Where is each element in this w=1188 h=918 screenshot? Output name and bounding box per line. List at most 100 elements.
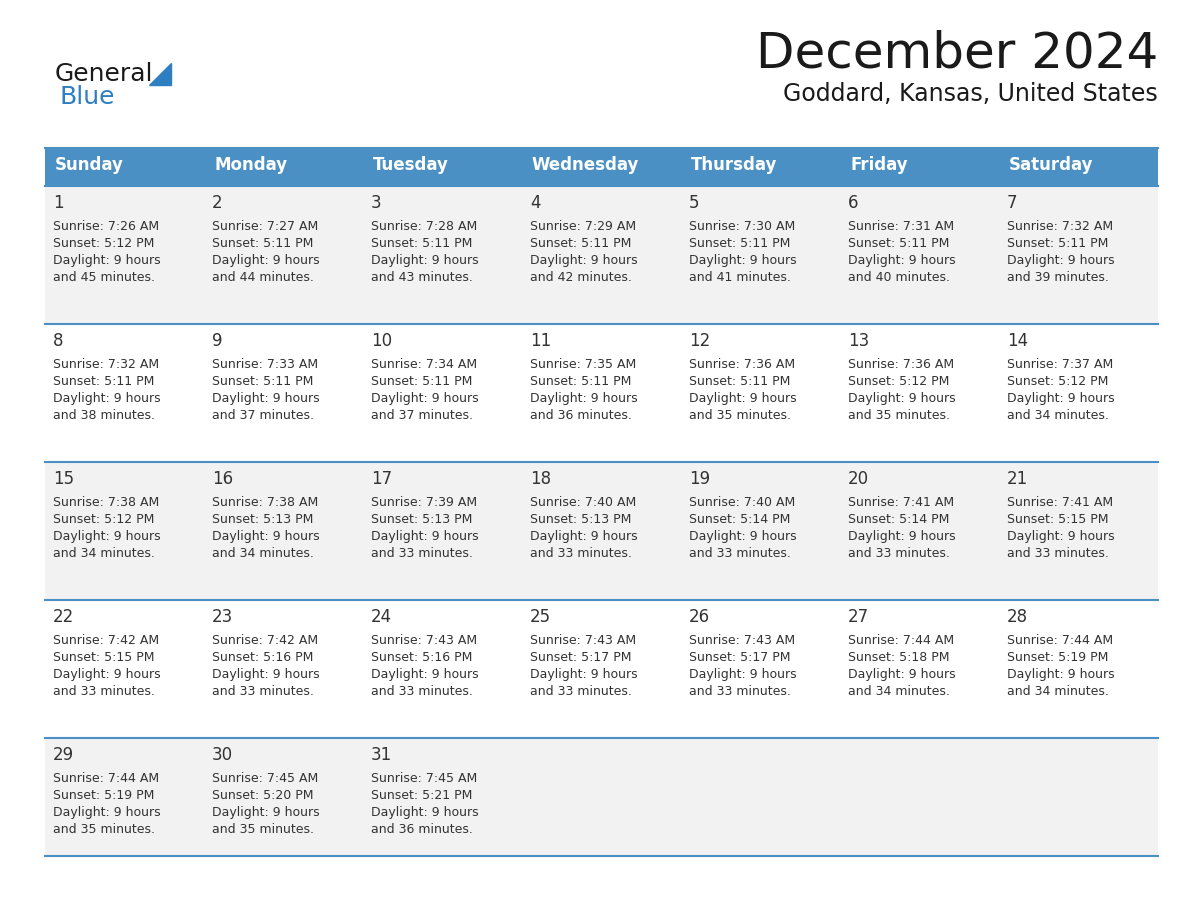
Text: Goddard, Kansas, United States: Goddard, Kansas, United States xyxy=(783,82,1158,106)
Text: Sunset: 5:11 PM: Sunset: 5:11 PM xyxy=(848,237,949,250)
Text: Sunrise: 7:32 AM: Sunrise: 7:32 AM xyxy=(53,358,159,371)
Text: Sunrise: 7:44 AM: Sunrise: 7:44 AM xyxy=(848,634,954,647)
Text: Daylight: 9 hours: Daylight: 9 hours xyxy=(371,806,479,819)
Text: Daylight: 9 hours: Daylight: 9 hours xyxy=(211,668,320,681)
Text: and 37 minutes.: and 37 minutes. xyxy=(371,409,473,422)
Text: Daylight: 9 hours: Daylight: 9 hours xyxy=(848,668,955,681)
Text: 26: 26 xyxy=(689,608,710,626)
Text: 6: 6 xyxy=(848,194,859,212)
Text: and 42 minutes.: and 42 minutes. xyxy=(530,271,632,284)
Text: Sunrise: 7:35 AM: Sunrise: 7:35 AM xyxy=(530,358,637,371)
Text: Daylight: 9 hours: Daylight: 9 hours xyxy=(848,254,955,267)
Text: Thursday: Thursday xyxy=(691,156,777,174)
Text: Sunset: 5:13 PM: Sunset: 5:13 PM xyxy=(530,513,631,526)
Text: Sunset: 5:14 PM: Sunset: 5:14 PM xyxy=(689,513,790,526)
Text: Sunset: 5:11 PM: Sunset: 5:11 PM xyxy=(211,237,314,250)
Text: Daylight: 9 hours: Daylight: 9 hours xyxy=(371,392,479,405)
Text: Sunset: 5:12 PM: Sunset: 5:12 PM xyxy=(53,237,154,250)
Text: General: General xyxy=(55,62,153,86)
Text: 31: 31 xyxy=(371,746,392,764)
Text: Sunset: 5:11 PM: Sunset: 5:11 PM xyxy=(530,237,631,250)
Text: Sunrise: 7:42 AM: Sunrise: 7:42 AM xyxy=(53,634,159,647)
Text: Sunset: 5:17 PM: Sunset: 5:17 PM xyxy=(689,651,790,664)
Text: Daylight: 9 hours: Daylight: 9 hours xyxy=(1007,392,1114,405)
Text: and 33 minutes.: and 33 minutes. xyxy=(371,685,473,698)
Text: 29: 29 xyxy=(53,746,74,764)
Text: and 34 minutes.: and 34 minutes. xyxy=(1007,409,1108,422)
Text: Sunrise: 7:31 AM: Sunrise: 7:31 AM xyxy=(848,220,954,233)
Text: Daylight: 9 hours: Daylight: 9 hours xyxy=(371,254,479,267)
Text: Sunset: 5:11 PM: Sunset: 5:11 PM xyxy=(689,237,790,250)
Text: Friday: Friday xyxy=(849,156,908,174)
Text: Sunrise: 7:39 AM: Sunrise: 7:39 AM xyxy=(371,496,478,509)
Text: 24: 24 xyxy=(371,608,392,626)
Text: 8: 8 xyxy=(53,332,63,350)
Text: Sunset: 5:13 PM: Sunset: 5:13 PM xyxy=(371,513,473,526)
Text: Sunrise: 7:43 AM: Sunrise: 7:43 AM xyxy=(530,634,636,647)
Text: and 34 minutes.: and 34 minutes. xyxy=(211,547,314,560)
Text: 17: 17 xyxy=(371,470,392,488)
Text: and 35 minutes.: and 35 minutes. xyxy=(53,823,154,836)
Text: Sunset: 5:11 PM: Sunset: 5:11 PM xyxy=(371,375,473,388)
Text: Sunrise: 7:34 AM: Sunrise: 7:34 AM xyxy=(371,358,478,371)
Text: Daylight: 9 hours: Daylight: 9 hours xyxy=(53,668,160,681)
Text: Sunrise: 7:45 AM: Sunrise: 7:45 AM xyxy=(211,772,318,785)
Text: Daylight: 9 hours: Daylight: 9 hours xyxy=(371,668,479,681)
Bar xyxy=(45,148,1158,186)
Text: Sunset: 5:12 PM: Sunset: 5:12 PM xyxy=(53,513,154,526)
Text: Sunset: 5:21 PM: Sunset: 5:21 PM xyxy=(371,789,473,802)
Text: 23: 23 xyxy=(211,608,233,626)
Text: Sunrise: 7:44 AM: Sunrise: 7:44 AM xyxy=(1007,634,1113,647)
Text: and 36 minutes.: and 36 minutes. xyxy=(371,823,473,836)
Text: 18: 18 xyxy=(530,470,551,488)
Text: Sunrise: 7:43 AM: Sunrise: 7:43 AM xyxy=(371,634,478,647)
Text: and 35 minutes.: and 35 minutes. xyxy=(211,823,314,836)
Text: and 33 minutes.: and 33 minutes. xyxy=(53,685,154,698)
Text: Sunset: 5:19 PM: Sunset: 5:19 PM xyxy=(53,789,154,802)
Text: Tuesday: Tuesday xyxy=(373,156,449,174)
Text: Daylight: 9 hours: Daylight: 9 hours xyxy=(689,254,797,267)
Text: Sunday: Sunday xyxy=(55,156,124,174)
Text: Sunset: 5:11 PM: Sunset: 5:11 PM xyxy=(211,375,314,388)
Text: Daylight: 9 hours: Daylight: 9 hours xyxy=(211,392,320,405)
Text: 9: 9 xyxy=(211,332,222,350)
Text: and 34 minutes.: and 34 minutes. xyxy=(848,685,950,698)
Text: 16: 16 xyxy=(211,470,233,488)
Text: 5: 5 xyxy=(689,194,700,212)
Text: Wednesday: Wednesday xyxy=(532,156,639,174)
Text: Sunset: 5:11 PM: Sunset: 5:11 PM xyxy=(1007,237,1108,250)
Text: Sunset: 5:12 PM: Sunset: 5:12 PM xyxy=(848,375,949,388)
Text: Sunset: 5:19 PM: Sunset: 5:19 PM xyxy=(1007,651,1108,664)
Text: and 33 minutes.: and 33 minutes. xyxy=(530,685,632,698)
Text: and 35 minutes.: and 35 minutes. xyxy=(689,409,791,422)
Text: Monday: Monday xyxy=(214,156,287,174)
Text: Sunrise: 7:38 AM: Sunrise: 7:38 AM xyxy=(211,496,318,509)
Text: Sunrise: 7:44 AM: Sunrise: 7:44 AM xyxy=(53,772,159,785)
Text: Sunset: 5:18 PM: Sunset: 5:18 PM xyxy=(848,651,949,664)
Text: Daylight: 9 hours: Daylight: 9 hours xyxy=(848,392,955,405)
Text: 2: 2 xyxy=(211,194,222,212)
Text: and 35 minutes.: and 35 minutes. xyxy=(848,409,950,422)
Text: and 33 minutes.: and 33 minutes. xyxy=(689,547,791,560)
Text: Daylight: 9 hours: Daylight: 9 hours xyxy=(211,530,320,543)
Text: Daylight: 9 hours: Daylight: 9 hours xyxy=(53,392,160,405)
Text: Daylight: 9 hours: Daylight: 9 hours xyxy=(530,530,638,543)
Text: and 37 minutes.: and 37 minutes. xyxy=(211,409,314,422)
Text: Sunset: 5:17 PM: Sunset: 5:17 PM xyxy=(530,651,632,664)
Text: Sunset: 5:12 PM: Sunset: 5:12 PM xyxy=(1007,375,1108,388)
Text: Sunset: 5:11 PM: Sunset: 5:11 PM xyxy=(53,375,154,388)
Text: 19: 19 xyxy=(689,470,710,488)
Text: Daylight: 9 hours: Daylight: 9 hours xyxy=(53,254,160,267)
Text: Sunrise: 7:33 AM: Sunrise: 7:33 AM xyxy=(211,358,318,371)
Text: Sunrise: 7:32 AM: Sunrise: 7:32 AM xyxy=(1007,220,1113,233)
Text: 20: 20 xyxy=(848,470,870,488)
Text: Daylight: 9 hours: Daylight: 9 hours xyxy=(53,806,160,819)
Text: and 41 minutes.: and 41 minutes. xyxy=(689,271,791,284)
Text: Blue: Blue xyxy=(59,85,114,109)
Text: 1: 1 xyxy=(53,194,64,212)
Text: Sunset: 5:11 PM: Sunset: 5:11 PM xyxy=(530,375,631,388)
Bar xyxy=(45,738,1158,856)
Text: Sunset: 5:15 PM: Sunset: 5:15 PM xyxy=(53,651,154,664)
Text: 25: 25 xyxy=(530,608,551,626)
Text: 10: 10 xyxy=(371,332,392,350)
